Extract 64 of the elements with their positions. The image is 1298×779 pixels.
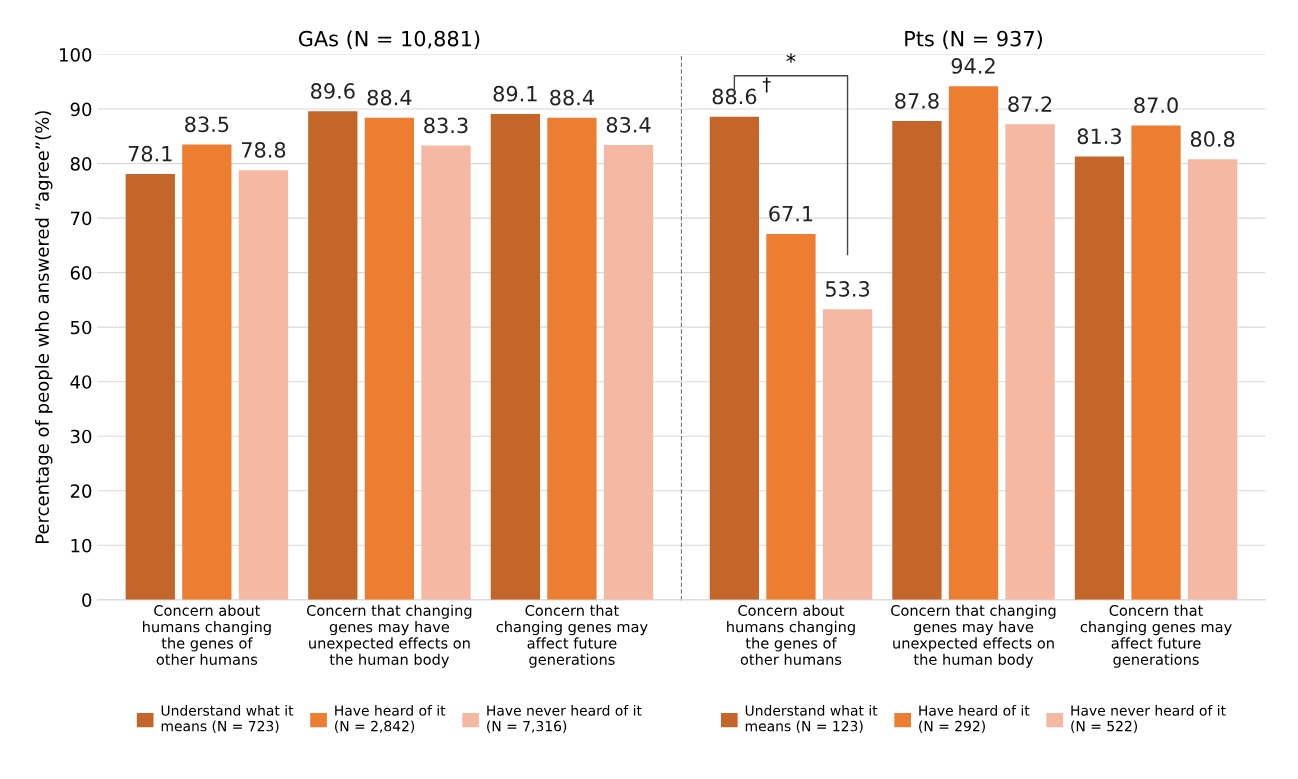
y-tick-label: 80 [70, 157, 92, 171]
data-label: 83.4 [606, 116, 651, 133]
annotation: † [762, 77, 771, 93]
bar [364, 117, 415, 600]
data-label: 88.4 [550, 89, 594, 106]
y-tick-label: 70 [70, 211, 92, 226]
data-label: 83.3 [424, 117, 468, 134]
legend-label: Have heard of it (N = 292) [919, 705, 1030, 733]
y-tick-label: 60 [70, 266, 92, 280]
data-label: 88.6 [712, 88, 757, 105]
x-tick-label: Concern that changing genes may affect future generations [496, 604, 648, 668]
x-tick-label: Concern about humans changing the genes of other humans [727, 604, 855, 665]
data-label: 78.1 [128, 145, 172, 162]
chart-title: GAs (N = 10,881) [298, 30, 480, 49]
chart-title: Pts (N = 937) [905, 30, 1042, 49]
bar [421, 145, 471, 600]
data-label: 80.8 [1190, 131, 1235, 147]
data-label: 87.2 [1008, 96, 1052, 112]
bar [948, 86, 999, 600]
bar [603, 145, 654, 600]
bar [547, 117, 597, 600]
data-label: 83.5 [185, 116, 229, 133]
y-tick-label: 10 [71, 538, 92, 553]
bar [238, 170, 289, 600]
y-tick-label: 90 [70, 102, 92, 117]
legend-label: Have never heard of it (N = 522) [1071, 705, 1226, 733]
annotation: * [786, 53, 796, 63]
bar [1131, 125, 1181, 600]
y-tick-label: 30 [70, 429, 92, 444]
x-tick-label: Concern that changing genes may affect future generations [1080, 604, 1232, 668]
bar [308, 111, 358, 600]
x-tick-label: Concern that changing genes may have unexpected effects on the human body [306, 604, 472, 668]
y-tick-label: 20 [70, 484, 92, 498]
bar [1005, 124, 1055, 600]
x-tick-label: Concern that changing genes may have unexpected effects on the human body [891, 604, 1056, 668]
data-label: 88.4 [367, 89, 412, 106]
x-tick-label: Concern about humans changing the genes of other humans [143, 604, 271, 665]
bar [1074, 156, 1125, 600]
data-label: 81.3 [1077, 128, 1121, 145]
data-label: 53.3 [825, 281, 870, 297]
data-label: 78.8 [241, 142, 286, 158]
bar [822, 309, 873, 600]
legend-label: Understand what it means (N = 123) [745, 705, 878, 733]
y-tick-label: 0 [82, 593, 92, 607]
y-axis-title: Percentage of people who answered ”agree”(%) [35, 111, 53, 544]
legend-label: Have heard of it (N = 2,842) [335, 705, 446, 733]
data-label: 87.0 [1134, 97, 1178, 114]
y-tick-label: 100 [60, 47, 92, 62]
bar [1187, 159, 1238, 600]
bar [125, 173, 175, 600]
y-tick-label: 50 [70, 320, 92, 335]
bar [892, 121, 942, 600]
data-label: 87.8 [895, 92, 939, 109]
data-label: 89.6 [311, 83, 355, 99]
bar [182, 144, 232, 600]
data-label: 89.1 [493, 85, 537, 102]
bar [766, 233, 816, 600]
legend-label: Have never heard of it (N = 7,316) [487, 705, 642, 733]
y-tick-label: 40 [70, 375, 92, 389]
legend-label: Understand what it means (N = 723) [161, 705, 294, 733]
data-label: 94.2 [951, 58, 995, 74]
bar [490, 113, 540, 600]
bar [709, 116, 760, 600]
data-label: 67.1 [769, 205, 813, 222]
